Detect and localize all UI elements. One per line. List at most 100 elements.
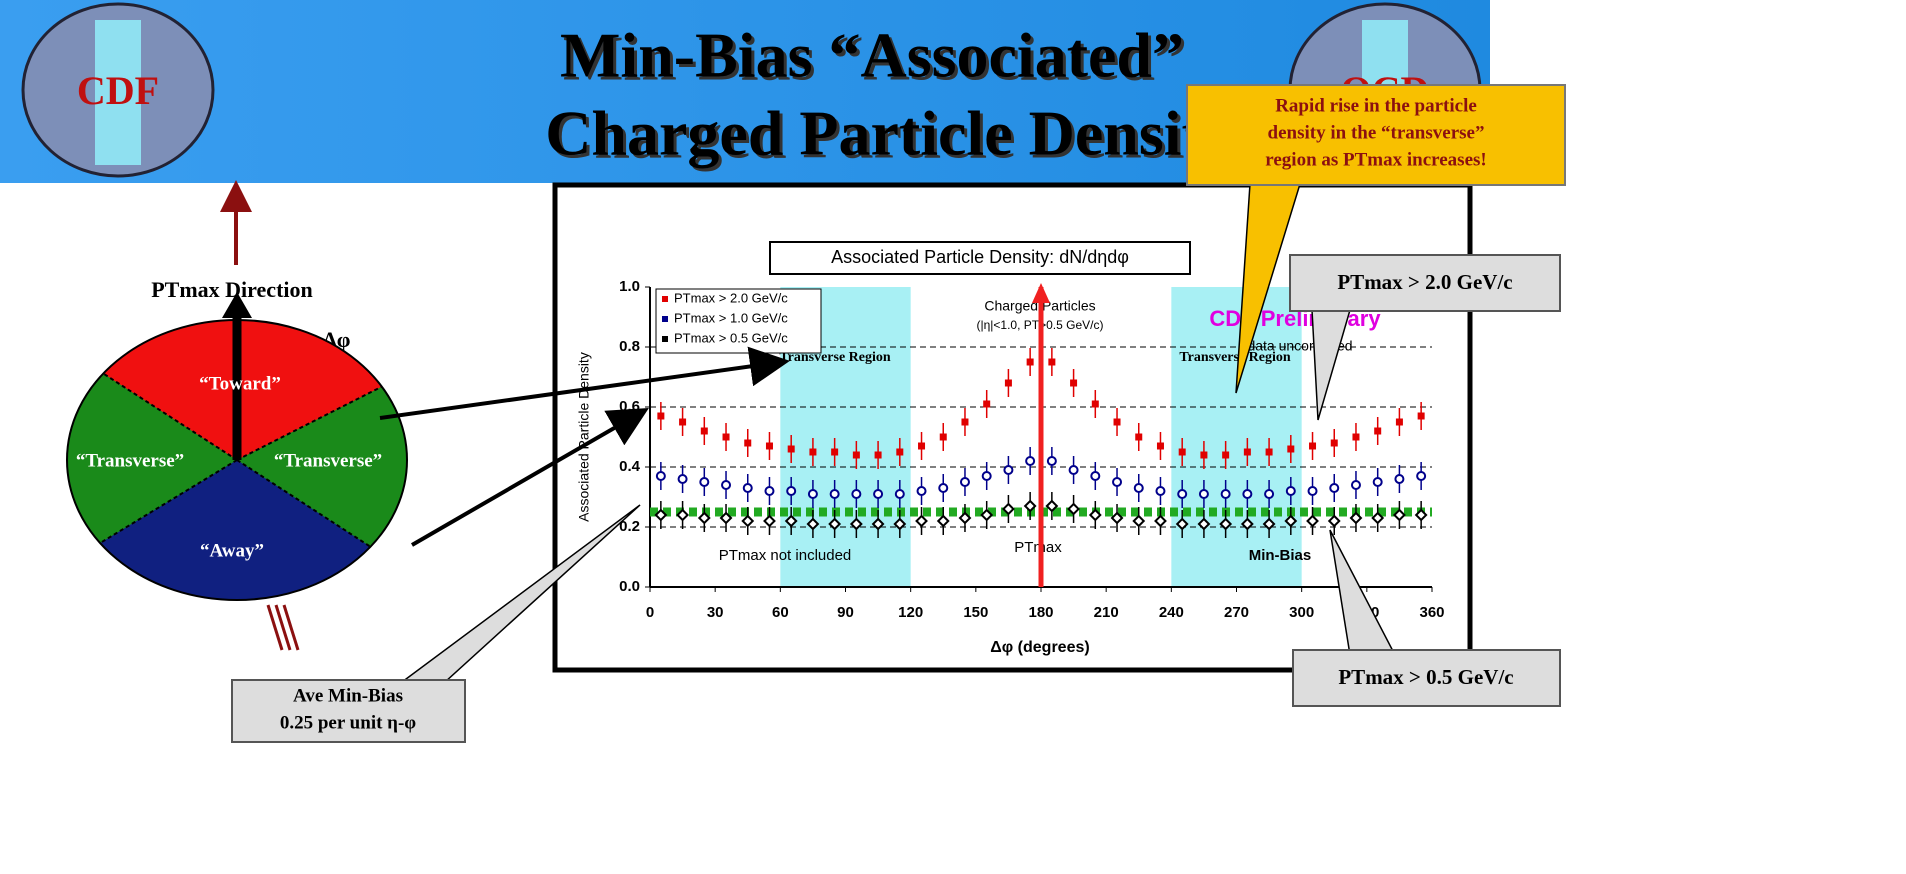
data-point — [874, 451, 882, 459]
data-point — [1154, 514, 1167, 528]
data-point — [918, 442, 926, 450]
legend-swatch — [662, 336, 668, 342]
legend-label: PTmax > 1.0 GeV/c — [674, 310, 788, 325]
data-point — [807, 489, 818, 499]
data-point — [893, 517, 907, 531]
data-point — [679, 418, 687, 426]
data-point — [1048, 358, 1056, 366]
data-point — [1220, 489, 1231, 499]
annotation: Transverse Region — [1179, 350, 1291, 365]
data-point — [806, 517, 820, 531]
callout-text: Rapid rise in the particle — [1275, 95, 1477, 116]
data-point — [1307, 486, 1318, 496]
data-point — [939, 433, 947, 441]
x-tick-label: 300 — [1289, 604, 1314, 621]
data-point — [1372, 477, 1383, 487]
title-line: Charged Particle Density — [545, 98, 1235, 169]
data-point — [959, 477, 970, 487]
title-shadow: Charged Particle Density — [548, 101, 1238, 172]
data-point — [1197, 517, 1211, 531]
data-point — [894, 489, 905, 499]
y-axis-label: Associated Particle Density — [576, 352, 592, 522]
legend-swatch — [662, 316, 668, 322]
data-point — [938, 483, 949, 493]
y-tick-label: 0.2 — [619, 518, 640, 535]
diagram-label: PTmax Direction — [151, 277, 313, 302]
data-point — [1416, 471, 1427, 481]
data-point — [1155, 486, 1166, 496]
data-point — [764, 486, 775, 496]
pointer-arrows — [379, 346, 790, 547]
callout — [1186, 84, 1566, 186]
region-label: “Away” — [200, 540, 264, 561]
data-point — [1352, 433, 1360, 441]
data-point — [1046, 456, 1057, 466]
data-point — [1002, 502, 1015, 516]
data-point — [1374, 427, 1382, 435]
callout-text: PTmax > 2.0 GeV/c — [1337, 270, 1512, 294]
legend-label: PTmax > 2.0 GeV/c — [674, 290, 788, 305]
data-point — [916, 486, 927, 496]
region-label: “Transverse” — [274, 450, 382, 471]
data-point — [961, 418, 969, 426]
data-point — [1262, 517, 1276, 531]
y-tick-label: 0.4 — [619, 458, 641, 475]
y-tick-label: 0.6 — [619, 398, 640, 415]
data-point — [786, 486, 797, 496]
data-point — [721, 480, 732, 490]
callout — [1292, 649, 1561, 707]
data-point — [1003, 465, 1014, 475]
callout-text: density in the “transverse” — [1268, 122, 1485, 143]
data-point — [851, 489, 862, 499]
data-point — [741, 514, 755, 528]
title-line: Min-Bias “Associated” — [560, 20, 1184, 91]
data-point — [1110, 511, 1124, 525]
x-tick-label: 360 — [1419, 604, 1444, 621]
data-point — [1265, 448, 1273, 456]
data-point — [654, 508, 668, 522]
chart-title: Associated Particle Density: dN/dηdφ — [831, 247, 1129, 267]
x-tick-label: 0 — [646, 604, 654, 621]
data-point — [697, 511, 711, 525]
callout-text: PTmax > 0.5 GeV/c — [1338, 665, 1513, 689]
annotation: Transverse Region — [779, 350, 891, 365]
data-point — [1090, 471, 1101, 481]
x-tick-label: 30 — [707, 604, 724, 621]
callout — [1289, 254, 1561, 312]
data-point — [915, 514, 928, 528]
x-tick-label: 90 — [837, 604, 854, 621]
data-point — [1156, 442, 1164, 450]
data-point — [1395, 418, 1403, 426]
data-point — [1414, 508, 1428, 522]
data-point — [1023, 499, 1037, 513]
data-point — [871, 517, 885, 531]
data-point — [1417, 412, 1425, 420]
y-tick-label: 0.8 — [619, 338, 640, 355]
x-tick-label: 180 — [1028, 604, 1053, 621]
data-point — [1112, 477, 1123, 487]
logo-text: CDF — [77, 68, 159, 113]
data-point — [655, 471, 666, 481]
x-tick-label: 150 — [963, 604, 988, 621]
data-point — [852, 451, 860, 459]
chart-title-box — [769, 241, 1191, 275]
data-point — [763, 514, 776, 528]
legend-swatch — [662, 296, 668, 302]
data-point — [809, 448, 817, 456]
data-point — [722, 433, 730, 441]
region-label: “Transverse” — [76, 450, 184, 471]
data-point — [784, 514, 798, 528]
data-point — [1113, 418, 1121, 426]
annotation: PTmax not included — [719, 547, 852, 564]
data-point — [829, 489, 840, 499]
y-tick-label: 1.0 — [619, 278, 640, 295]
data-point — [980, 508, 994, 522]
annotation: PTmax — [1014, 539, 1062, 556]
x-tick-label: 120 — [898, 604, 923, 621]
data-point — [1243, 448, 1251, 456]
data-point — [1349, 511, 1363, 525]
callout-text: 0.25 per unit η-φ — [280, 712, 416, 733]
data-point — [1026, 358, 1034, 366]
x-tick-label: 270 — [1224, 604, 1249, 621]
